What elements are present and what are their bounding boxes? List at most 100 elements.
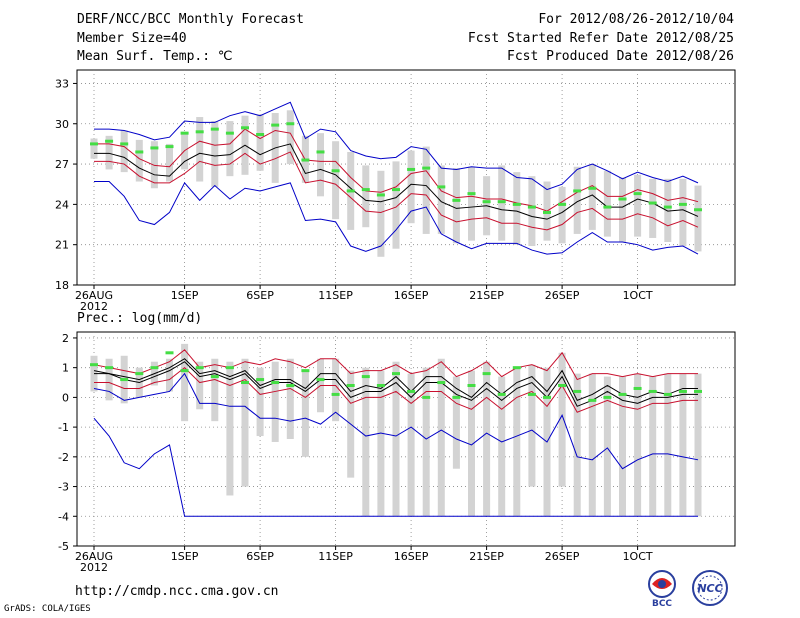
ensemble-box — [241, 358, 249, 487]
ensemble-box — [694, 373, 702, 517]
series-line-mean — [94, 143, 699, 220]
ensemble-box — [332, 358, 340, 422]
ensemble-box — [226, 361, 234, 496]
ensemble-box — [437, 165, 445, 234]
ensemble-box — [437, 358, 445, 517]
ensemble-box — [528, 364, 536, 487]
ensemble-box — [377, 370, 385, 517]
x-tick-label: 1SEP — [171, 550, 199, 563]
bcc-logo-text: BCC — [652, 599, 672, 608]
member-size: Member Size=40 — [77, 31, 187, 46]
start-date: Fcst Started Refer Date 2012/08/25 — [467, 31, 734, 46]
median-marker — [346, 189, 355, 193]
ensemble-box — [407, 150, 415, 224]
y-tick-label: -3 — [58, 481, 69, 494]
median-marker — [648, 389, 657, 393]
median-marker — [256, 133, 265, 136]
median-marker — [392, 188, 400, 192]
y-tick-label: -2 — [58, 451, 69, 464]
series-line-lower — [94, 151, 699, 231]
plot-frame — [76, 331, 736, 547]
ensemble-box — [619, 376, 626, 517]
ensemble-box — [286, 110, 294, 165]
median-marker — [588, 186, 597, 190]
ensemble-box — [105, 358, 113, 401]
ensemble-box — [422, 146, 430, 234]
median-marker — [225, 366, 234, 370]
median-marker — [376, 193, 385, 197]
median-marker — [618, 392, 627, 396]
ensemble-box — [332, 141, 340, 220]
median-marker — [678, 389, 687, 393]
median-marker — [346, 384, 355, 387]
median-marker — [271, 123, 280, 127]
series-line-max — [94, 101, 699, 191]
median-marker — [135, 372, 144, 376]
ncc-logo-text: NCC — [697, 582, 722, 595]
x-year-label: 2012 — [80, 561, 108, 574]
source-url[interactable]: http://cmdp.ncc.cma.gov.cn — [75, 584, 279, 599]
median-marker — [663, 392, 672, 396]
y-tick-label: -4 — [58, 510, 69, 523]
ensemble-box — [407, 373, 415, 517]
ensemble-box — [664, 178, 672, 242]
median-marker — [437, 381, 446, 385]
x-tick-label: 11SEP — [318, 289, 353, 302]
median-marker — [210, 127, 219, 131]
median-marker — [543, 210, 551, 214]
panel-temperature: 18 21 24 27 30 33 26AUG 1SEP 6SEP 11SEP 16SEP 21SEP… — [55, 69, 736, 313]
x-tick-label: 26SEP — [545, 550, 580, 563]
series-line-lower — [94, 367, 698, 413]
x-tick-label: 26AUG — [75, 550, 113, 563]
median-marker — [301, 369, 310, 373]
median-marker — [452, 395, 461, 399]
ensemble-box — [196, 117, 204, 182]
median-marker — [452, 198, 461, 202]
ensemble-box — [468, 166, 475, 241]
median-marker — [135, 150, 144, 154]
median-marker — [694, 208, 702, 212]
median-marker — [407, 389, 416, 393]
ensemble-box — [392, 161, 400, 249]
median-marker — [558, 384, 567, 387]
median-marker — [467, 192, 476, 196]
ensemble-box — [634, 373, 642, 517]
median-marker — [105, 139, 114, 143]
median-marker — [422, 395, 431, 399]
median-marker — [512, 202, 521, 206]
median-marker — [527, 205, 536, 209]
median-marker — [497, 200, 506, 204]
ensemble-box — [558, 352, 566, 487]
ensemble-box — [573, 373, 581, 517]
y-tick-label: 18 — [55, 279, 69, 292]
ensemble-box — [498, 376, 506, 517]
median-marker — [225, 131, 234, 135]
median-marker — [150, 366, 159, 370]
ensemble-box — [573, 166, 581, 234]
series-line-upper — [93, 349, 698, 381]
ensemble-box — [90, 138, 98, 159]
median-marker — [633, 192, 642, 196]
median-marker — [286, 384, 295, 387]
ensemble-box — [181, 343, 189, 422]
x-tick-label: 6SEP — [246, 289, 274, 302]
y-tick-label: 33 — [55, 77, 69, 90]
median-marker — [90, 363, 98, 367]
median-marker — [437, 185, 446, 189]
ensemble-box — [211, 358, 219, 422]
panel-precipitation: -5 -4 -3 -2 -1 0 1 2 26AUG 1SEP 6SEP 11SEP 16SEP 21SE… — [58, 331, 736, 574]
median-marker — [422, 166, 431, 170]
median-marker — [361, 375, 370, 379]
y-tick-label: 2 — [62, 332, 69, 345]
ensemble-box — [558, 186, 566, 244]
series-line-min — [94, 181, 699, 255]
median-marker — [694, 389, 702, 393]
median-marker — [376, 384, 385, 387]
median-marker — [527, 392, 536, 396]
median-marker — [361, 188, 370, 192]
variable-label: Mean Surf. Temp.: ℃ — [77, 49, 233, 64]
ensemble-box — [392, 361, 400, 517]
median-marker — [543, 395, 551, 399]
ensemble-box — [649, 376, 657, 517]
bcc-logo: BCC — [640, 568, 684, 609]
